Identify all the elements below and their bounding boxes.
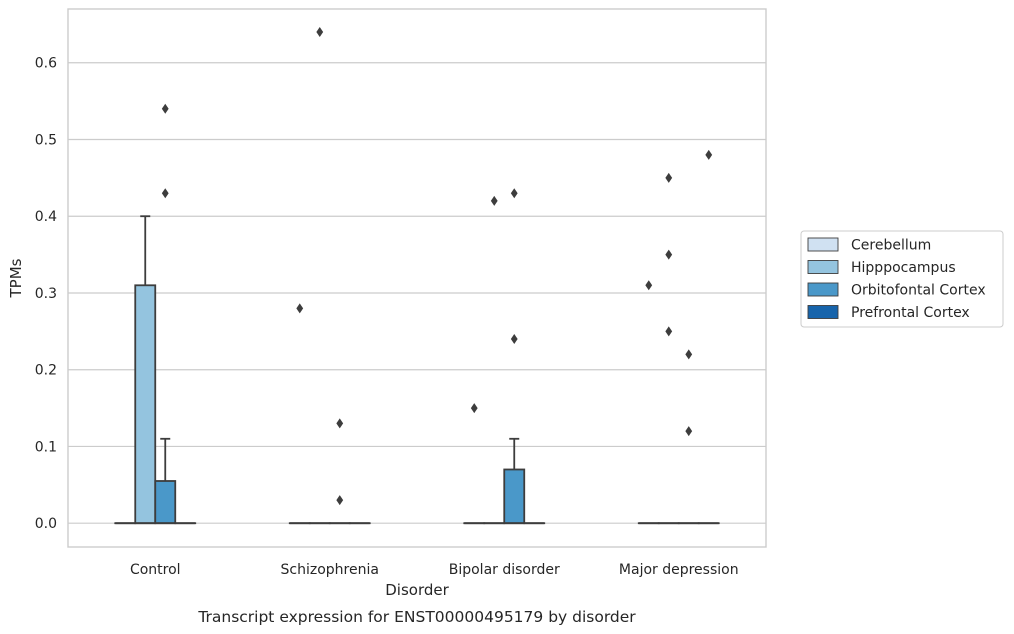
box-group [114, 215, 197, 525]
outlier-point [336, 418, 344, 429]
outlier-point [161, 103, 169, 114]
outlier-point [665, 249, 673, 260]
x-tick-label: Control [130, 562, 181, 578]
y-tick-label: 0.1 [35, 439, 57, 455]
legend-swatch [807, 260, 839, 274]
y-tick-label: 0.0 [35, 516, 57, 532]
y-axis-ticks: 0.0 0.1 0.2 0.3 0.4 0.5 0.6 [35, 56, 57, 532]
box-group [463, 437, 546, 525]
box [503, 468, 526, 525]
x-tick-label: Schizophrenia [281, 562, 379, 578]
legend: Cerebellum Hipppocampus Orbitofontal Corte… [800, 230, 1004, 328]
chart-caption: Transcript expression for ENST0000049517… [197, 608, 636, 626]
y-tick-label: 0.4 [35, 209, 57, 225]
box [134, 284, 157, 525]
box [154, 480, 177, 525]
outlier-point [705, 149, 713, 160]
outlier-point [316, 27, 324, 38]
plot-area-frame [67, 8, 767, 548]
x-axis-title: Disorder [385, 581, 449, 599]
x-tick-label: Major depression [619, 562, 739, 578]
legend-label: Prefrontal Cortex [851, 305, 970, 321]
outlier-point [685, 349, 693, 360]
legend-swatch [807, 237, 839, 252]
legend-frame [800, 230, 1004, 328]
outlier-point [685, 426, 693, 437]
y-tick-label: 0.5 [35, 132, 57, 148]
y-axis-title: TPMs [7, 258, 25, 298]
outlier-point [161, 188, 169, 199]
outlier-point [510, 188, 518, 199]
legend-swatch [807, 282, 839, 297]
x-axis-ticks: Control Schizophrenia Bipolar disorder Majo… [130, 562, 739, 578]
legend-label: Cerebellum [851, 238, 931, 254]
x-tick-label: Bipolar disorder [449, 562, 560, 578]
y-tick-label: 0.2 [35, 363, 57, 379]
outlier-markers [161, 27, 713, 506]
outlier-point [336, 495, 344, 506]
legend-label: Orbitofontal Cortex [851, 283, 986, 299]
legend-swatch [807, 305, 839, 319]
outlier-point [645, 280, 653, 291]
outlier-point [665, 172, 673, 183]
legend-items: Cerebellum Hipppocampus Orbitofontal Corte… [807, 237, 986, 321]
box-groups [114, 215, 720, 525]
legend-label: Hipppocampus [851, 260, 956, 276]
outlier-point [296, 303, 304, 314]
outlier-point [665, 326, 673, 337]
y-tick-label: 0.3 [35, 286, 57, 302]
outlier-point [510, 334, 518, 345]
outlier-point [490, 195, 498, 206]
y-tick-label: 0.6 [35, 56, 57, 72]
outlier-point [470, 403, 478, 414]
